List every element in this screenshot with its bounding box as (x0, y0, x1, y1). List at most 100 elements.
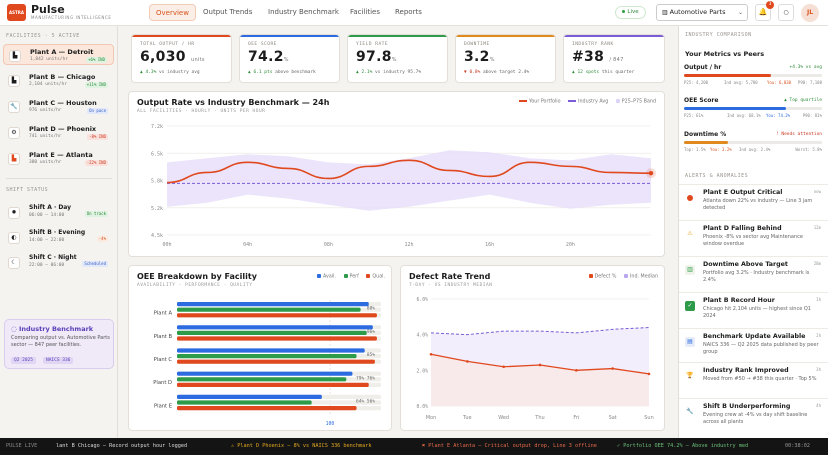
wrench-icon: 🔧 (8, 101, 20, 113)
shift-item-c[interactable]: ☾ Shift C · Night 22:00 – 06:00 Schedule… (3, 252, 114, 272)
kpi-card-yield[interactable]: YIELD RATE 97.8% ▲ 2.1% vs industry 95.7… (347, 34, 448, 83)
live-indicator: Live (615, 6, 646, 19)
category-label: Plant E (154, 403, 172, 409)
chart-title: Output Rate vs Industry Benchmark — 24h (137, 98, 330, 107)
shift-status-badge: On track (84, 211, 108, 217)
kpi-delta: ▲ 12 spots this quarter (572, 70, 635, 75)
alert-body: Moved from #50 → #38 this quarter · Top … (703, 376, 817, 382)
facility-item-plant-b[interactable]: ▙ Plant B — Chicago 2,104 units/hr +11% … (3, 70, 114, 91)
nav-overview[interactable]: Overview (149, 4, 196, 21)
nav-output-trends[interactable]: Output Trends (203, 8, 253, 16)
alert-body: Atlanta down 22% vs industry — Line 3 ja… (703, 198, 813, 211)
kpi-accent-bar (456, 35, 555, 37)
logo-icon: ASTRA (7, 4, 26, 21)
facility-delta-badge: -22% IND (84, 160, 108, 166)
legend-label: Ind. Median (630, 274, 658, 280)
bar-value-label: 79% 76% (356, 375, 375, 381)
bar-avail (177, 348, 365, 353)
y-tick-label: 5.8k (151, 179, 163, 185)
p25-p75-band (167, 150, 651, 211)
alert-item[interactable]: ▤ Benchmark Update Available NAICS 336 —… (679, 328, 828, 362)
bar-perf (177, 377, 347, 382)
defect-point (466, 360, 469, 363)
alert-item[interactable]: 🔧 Shift B Underperforming Evening crew a… (679, 398, 828, 438)
defect-point (502, 365, 505, 369)
shift-name: Shift C · Night (29, 254, 77, 261)
x-tick-label: Wed (498, 415, 509, 421)
bar-value-label: 88% (367, 306, 375, 312)
wrench-icon: 🔧 (686, 408, 694, 415)
kpi-label: DOWNTIME (464, 42, 490, 47)
shift-item-b[interactable]: ◐ Shift B · Evening 14:00 – 22:00 -4% (3, 227, 114, 247)
defect-chart-panel: Defect Rate Trend 7-DAY · VS INDUSTRY ME… (400, 265, 665, 431)
alert-item[interactable]: ✓ Plant B Record Hour Chicago hit 2,104 … (679, 292, 828, 328)
ticker-item: ⚠ Plant D Phoenix — 8% vs NAICS 336 benc… (231, 443, 372, 449)
facility-output: 741 units/hr (29, 134, 62, 139)
chart-subtitle: 7-DAY · VS INDUSTRY MEDIAN (409, 283, 493, 288)
x-tick-label: Tue (462, 415, 472, 421)
peer-metric-track (684, 74, 822, 77)
legend-swatch (366, 274, 371, 278)
legend-label: Industry Avg (578, 99, 609, 105)
legend-swatch (624, 274, 628, 278)
nav-industry-benchmark[interactable]: Industry Benchmark (268, 8, 339, 16)
alert-title: Industry Rank Improved (703, 367, 789, 374)
kpi-card-oee[interactable]: OEE SCORE 74.2% ▲ 6.1 pts above benchmar… (239, 34, 340, 83)
bell-icon: 🔔 (758, 8, 768, 16)
portfolio-line (166, 159, 652, 184)
benchmark-info-card[interactable]: ◌ Industry Benchmark Comparing output vs… (4, 319, 114, 369)
y-tick-label: 4.0% (416, 333, 428, 339)
factory-icon: ▙ (9, 50, 21, 62)
bar-perf (177, 400, 312, 405)
notifications-button[interactable]: 🔔 3 (755, 1, 774, 21)
facility-item-plant-d[interactable]: ⚙ Plant D — Phoenix 741 units/hr -8% IND (3, 122, 114, 143)
bar-qual (177, 382, 369, 387)
facility-item-plant-c[interactable]: 🔧 Plant C — Houston 976 units/hr On pace (3, 96, 114, 117)
x-tick-label: 16h (485, 242, 494, 248)
bar-avail (177, 371, 353, 376)
alert-body: Phoenix -8% vs sector avg Maintenance wi… (703, 234, 803, 247)
facility-item-plant-a[interactable]: ▙ Plant A — Detroit 1,842 units/hr +6% I… (3, 44, 114, 65)
critical-dot-icon (685, 193, 695, 203)
peer-metric-value: ! Needs attention (775, 132, 822, 137)
shift-status-badge: -4% (96, 236, 108, 242)
factory-icon: ▙ (8, 75, 20, 87)
bar-qual (177, 359, 375, 364)
alert-body: Evening crew at -4% vs day shift baselin… (703, 412, 808, 425)
facility-name: Plant D — Phoenix (29, 125, 97, 133)
shift-time: 14:00 – 22:00 (29, 238, 65, 243)
shift-item-a[interactable]: ✹ Shift A · Day 06:00 – 14:00 On track (3, 202, 114, 222)
defect-area (431, 354, 649, 406)
x-tick-label: 20h (566, 242, 575, 248)
alert-item[interactable]: Plant E Output Critical Atlanta down 22%… (679, 184, 828, 220)
y-tick-label: 6.0% (416, 297, 428, 303)
sector-select[interactable]: ▥ Automotive Parts ⌄ (656, 4, 748, 21)
alert-body: NAICS 336 — Q2 2025 data published by pe… (703, 342, 819, 355)
brand-tagline: MANUFACTURING INTELLIGENCE (31, 15, 112, 20)
peer-metric-value: +4.3% vs avg (789, 65, 822, 70)
kpi-card-industry-rank[interactable]: INDUSTRY RANK #38 / 847 ▲ 12 spots this … (563, 34, 665, 83)
alert-item[interactable]: ▥ Downtime Above Target Portfolio avg 3.… (679, 256, 828, 292)
moon-icon: ☾ (8, 257, 20, 269)
kpi-accent-bar (132, 35, 231, 37)
alert-item[interactable]: 🏆 Industry Rank Improved Moved from #50 … (679, 362, 828, 398)
defect-point (429, 352, 433, 356)
alert-item[interactable]: ⚠ Plant D Falling Behind Phoenix -8% vs … (679, 220, 828, 256)
sector-select-value: Automotive Parts (669, 8, 726, 16)
alert-title: Shift B Underperforming (703, 403, 791, 410)
kpi-accent-bar (564, 35, 664, 37)
facility-name: Plant A — Detroit (30, 48, 94, 56)
output-line-chart: 7.2k 6.5k 5.8k 5.2k 4.5k 00h 04h 08h 12h 16h 20h (151, 124, 656, 248)
kpi-card-downtime[interactable]: DOWNTIME 3.2% ▼ 0.8% above target 2.4% (455, 34, 556, 83)
facility-name: Plant B — Chicago (29, 73, 96, 81)
nav-reports[interactable]: Reports (395, 8, 422, 16)
oee-chart-panel: OEE Breakdown by Facility AVAILABILITY ·… (128, 265, 392, 431)
notification-badge: 3 (766, 1, 774, 9)
kpi-card-total-output[interactable]: TOTAL OUTPUT / HR 6,030 units ▲ 4.3% vs … (131, 34, 232, 83)
avatar[interactable]: JL (801, 4, 819, 22)
facility-item-plant-e[interactable]: ▙ Plant E — Atlanta 380 units/hr -22% IN… (3, 148, 114, 169)
nav-facilities[interactable]: Facilities (350, 8, 380, 16)
kpi-value: 97.8% (356, 49, 397, 65)
legend-label: P25–P75 Band (621, 99, 656, 105)
settings-button[interactable]: ○ (778, 4, 794, 21)
